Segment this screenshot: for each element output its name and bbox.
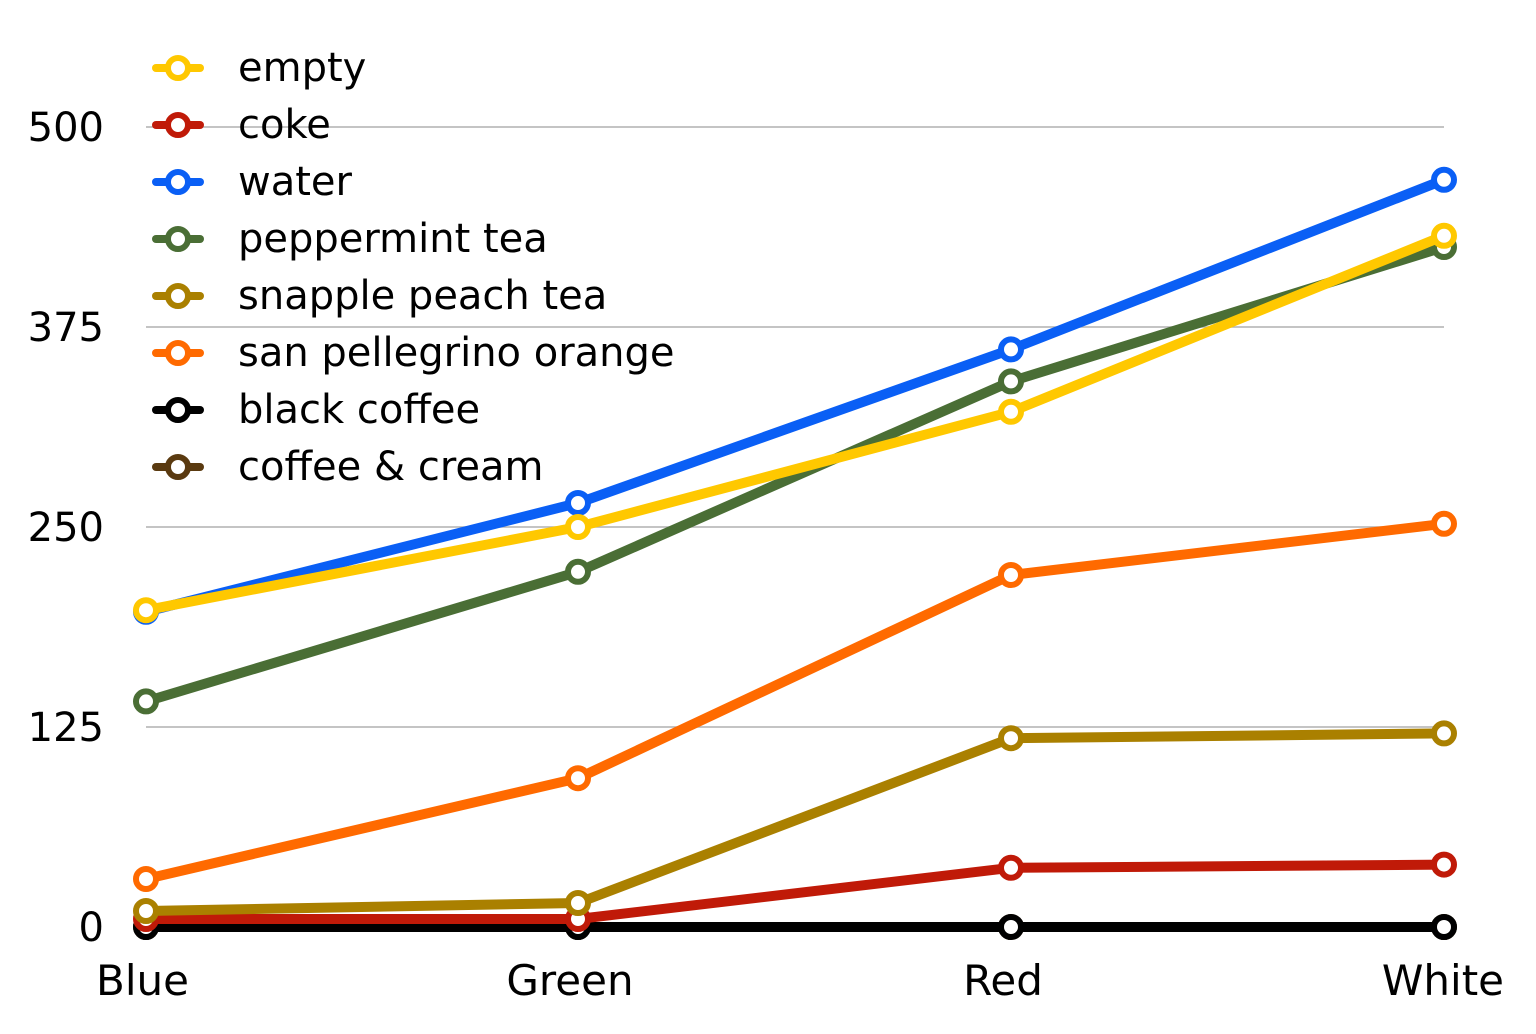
data-point-water	[1431, 166, 1457, 193]
legend-entry-empty: empty	[152, 45, 366, 91]
x-category-label: Red	[963, 956, 1043, 1005]
legend-entry-peppermint-tea: peppermint tea	[152, 216, 548, 262]
series-line-water	[141, 174, 1449, 617]
data-point-peppermint-tea	[565, 558, 591, 585]
data-point-san-pellegrino-orange	[133, 866, 159, 892]
legend-label: coffee & cream	[238, 444, 544, 490]
data-point-snapple-peach-tea	[1431, 720, 1457, 747]
legend-label: black coffee	[238, 387, 480, 433]
data-point-snapple-peach-tea	[133, 898, 159, 924]
series-coke	[133, 851, 1457, 932]
legend-entry-coffee-cream: coffee & cream	[152, 444, 544, 490]
series-empty	[133, 222, 1457, 624]
series-line-peppermint-tea	[141, 242, 1449, 707]
legend-swatch-marker	[165, 340, 191, 366]
legend-entry-black-coffee: black coffee	[152, 387, 480, 433]
legend-label: empty	[238, 45, 366, 91]
data-point-san-pellegrino-orange	[998, 562, 1024, 588]
legend-label: san pellegrino orange	[238, 330, 675, 376]
data-point-coke	[1431, 851, 1457, 878]
legend-label: peppermint tea	[238, 216, 548, 262]
legend-entry-water: water	[152, 159, 353, 205]
series-line-snapple-peach-tea	[141, 728, 1449, 916]
data-point-water	[565, 490, 591, 516]
legend-entry-coke: coke	[152, 102, 331, 148]
data-point-snapple-peach-tea	[998, 725, 1024, 752]
legend-swatch-marker	[165, 55, 191, 81]
legend-swatch-marker	[165, 454, 191, 480]
data-point-empty	[565, 514, 591, 540]
y-tick-label: 500	[28, 105, 104, 151]
series-snapple-peach-tea	[133, 720, 1457, 924]
series-line-empty	[141, 230, 1449, 616]
legend-entry-snapple-peach-tea: snapple peach tea	[152, 273, 607, 319]
y-tick-label: 125	[28, 705, 104, 751]
legend: empty coke water peppermint tea snapple peac…	[152, 45, 675, 490]
y-tick-label: 0	[79, 905, 104, 951]
series-lines	[133, 166, 1457, 940]
data-point-water	[998, 336, 1024, 363]
y-axis-tick-labels: 0 125 250 375 500	[28, 105, 104, 951]
x-category-label: Blue	[96, 956, 189, 1005]
data-point-san-pellegrino-orange	[1431, 510, 1457, 537]
gridlines	[146, 126, 1444, 728]
data-point-black-coffee	[1431, 914, 1457, 940]
data-point-coke	[998, 854, 1024, 881]
data-point-black-coffee	[998, 914, 1024, 940]
data-point-peppermint-tea	[998, 368, 1024, 395]
x-category-label: Green	[506, 956, 633, 1005]
series-san-pellegrino-orange	[133, 510, 1457, 892]
legend-entry-san-pellegrino-orange: san pellegrino orange	[152, 330, 675, 376]
legend-swatch-marker	[165, 397, 191, 423]
legend-swatch-marker	[165, 226, 191, 252]
legend-swatch-marker	[165, 112, 191, 138]
y-tick-label: 250	[28, 505, 104, 551]
data-point-snapple-peach-tea	[565, 890, 591, 916]
y-tick-label: 375	[28, 305, 104, 351]
legend-swatch-marker	[165, 169, 191, 195]
legend-label: water	[238, 159, 353, 205]
data-point-san-pellegrino-orange	[565, 765, 591, 792]
legend-label: coke	[238, 102, 331, 148]
x-category-label: White	[1382, 956, 1504, 1005]
x-axis-category-labels: Blue Green Red White	[96, 956, 1504, 1005]
data-point-empty	[1431, 222, 1457, 249]
data-point-peppermint-tea	[133, 688, 159, 715]
series-line-san-pellegrino-orange	[141, 518, 1449, 884]
series-line-coke	[141, 859, 1449, 924]
legend-swatch-marker	[165, 283, 191, 309]
data-point-empty	[998, 398, 1024, 425]
legend-label: snapple peach tea	[238, 273, 607, 319]
data-point-empty	[133, 597, 159, 624]
